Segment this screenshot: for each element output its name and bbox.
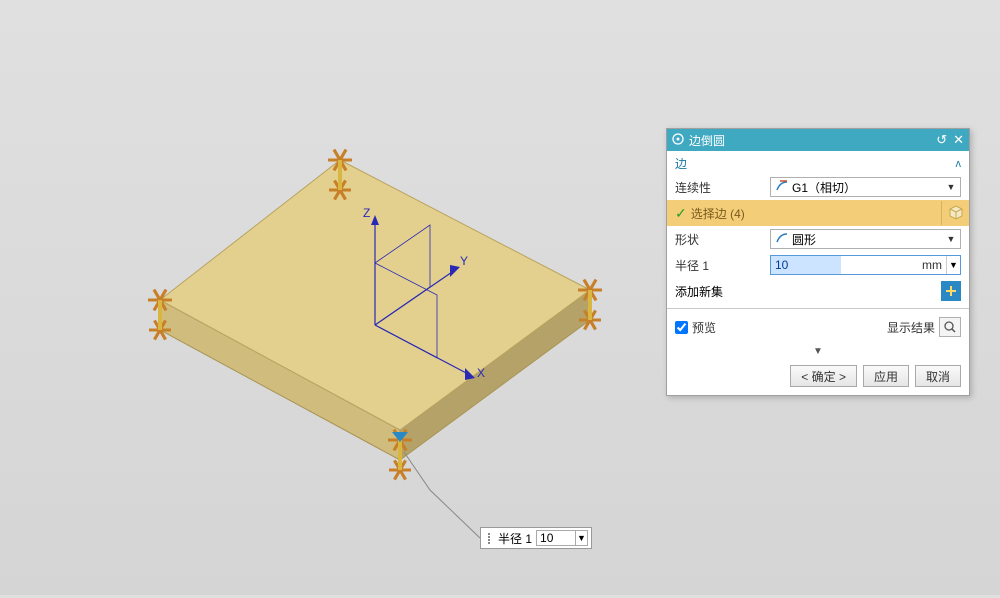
show-result-button[interactable] (939, 317, 961, 337)
radius-unit: mm (841, 256, 946, 274)
tangent-icon (774, 179, 790, 196)
chevron-up-icon: ʌ (956, 158, 962, 170)
apply-button[interactable]: 应用 (863, 365, 909, 387)
magnifier-icon (943, 320, 957, 334)
continuity-label: 连续性 (675, 179, 770, 196)
row-radius: 半径 1 mm ▼ (667, 252, 969, 278)
row-continuity: 连续性 G1（相切） ▼ (667, 174, 969, 200)
radius-label: 半径 1 (675, 257, 770, 274)
row-add-new-set: 添加新集 (667, 278, 969, 304)
callout-label: 半径 1 (494, 530, 536, 547)
svg-text:X: X (477, 366, 485, 380)
cube-icon (947, 204, 965, 222)
add-new-set-button[interactable] (941, 281, 961, 301)
chevron-down-icon: ▼ (945, 182, 957, 192)
ok-button[interactable]: < 确定 > (790, 365, 857, 387)
continuity-dropdown[interactable]: G1（相切） ▼ (770, 177, 961, 197)
radius-input[interactable] (771, 256, 841, 274)
chevron-down-icon[interactable]: ▼ (576, 530, 588, 546)
shape-label: 形状 (675, 231, 770, 248)
addnew-label: 添加新集 (675, 283, 941, 300)
check-icon: ✓ (675, 205, 687, 222)
divider (667, 308, 969, 309)
radius-input-group: mm ▼ (770, 255, 961, 275)
drag-handle-icon[interactable] (484, 533, 494, 544)
dialog-titlebar[interactable]: 边倒圆 ↺ ✕ (667, 129, 969, 151)
dialog-title-text: 边倒圆 (689, 132, 936, 149)
chevron-down-icon[interactable]: ▼ (946, 256, 960, 274)
select-edge-text: 选择边 (4) (691, 205, 941, 222)
close-icon[interactable]: ✕ (953, 132, 964, 148)
row-select-edge[interactable]: ✓ 选择边 (4) (667, 200, 969, 226)
row-shape: 形状 圆形 ▼ (667, 226, 969, 252)
edge-blend-dialog: 边倒圆 ↺ ✕ 边 ʌ 连续性 G1（相切） ▼ ✓ 选择边 (4) (666, 128, 970, 396)
continuity-value: G1（相切） (790, 179, 945, 196)
circular-icon (774, 231, 790, 248)
svg-text:Y: Y (460, 254, 468, 268)
preview-text: 预览 (692, 319, 716, 336)
chevron-down-icon: ▼ (945, 234, 957, 244)
show-result-text: 显示结果 (887, 319, 935, 336)
shape-value: 圆形 (790, 231, 945, 248)
chevron-down-icon: ▼ (813, 346, 823, 357)
gear-icon (672, 133, 684, 148)
plus-target-icon (944, 284, 958, 298)
expand-more-row[interactable]: ▼ (667, 341, 969, 359)
section-edge-label: 边 (675, 155, 687, 172)
cancel-button[interactable]: 取消 (915, 365, 961, 387)
preview-checkbox-label[interactable]: 预览 (675, 319, 887, 336)
shape-dropdown[interactable]: 圆形 ▼ (770, 229, 961, 249)
svg-text:Z: Z (363, 206, 370, 220)
dialog-button-row: < 确定 > 应用 取消 (667, 359, 969, 395)
reset-icon[interactable]: ↺ (936, 132, 947, 148)
preview-checkbox[interactable] (675, 321, 688, 334)
row-preview: 预览 显示结果 (667, 313, 969, 341)
callout-input[interactable] (536, 530, 576, 546)
radius-callout[interactable]: 半径 1 ▼ (480, 527, 592, 549)
section-header-edge[interactable]: 边 ʌ (667, 151, 969, 174)
pick-geometry-button[interactable] (941, 201, 969, 225)
